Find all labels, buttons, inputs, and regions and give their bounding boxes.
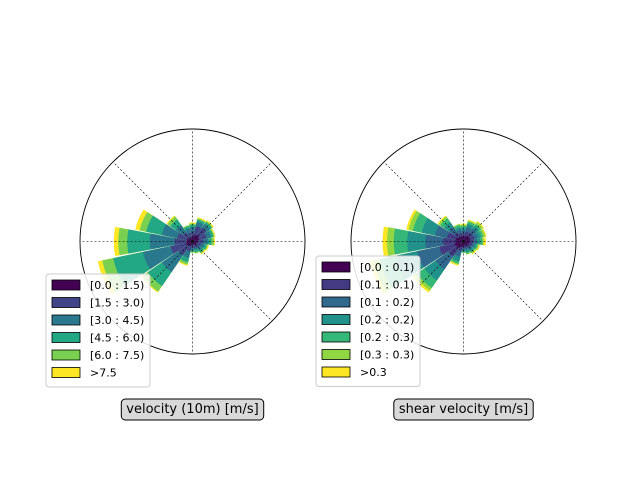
legend-label: [0.1 : 0.2) (360, 296, 414, 309)
legend-label: >0.3 (360, 366, 387, 379)
bar-dir-0-bin-0 (462, 237, 465, 242)
legend-swatch (51, 279, 81, 291)
legend-swatch (51, 297, 81, 308)
bar-dir-247.5-bin-0 (454, 241, 464, 247)
bar-dir-270-bin-1 (443, 237, 464, 246)
bar-dir-247.5-bin-0 (185, 241, 193, 246)
legend-label: [0.1 : 0.1) (360, 279, 414, 292)
legend-label: [3.0 : 4.5) (90, 314, 144, 327)
grid-spoke-135 (463, 241, 544, 322)
grid-spoke-45 (192, 161, 273, 242)
bar-dir-112.5-bin-0 (192, 241, 197, 244)
legend-swatch (321, 296, 351, 308)
bar-dir-0-bin-0 (191, 237, 194, 242)
bar-dir-292.5-bin-0 (186, 238, 193, 242)
legend-swatch (51, 367, 81, 378)
legend-swatch (51, 314, 81, 326)
legend-swatch (321, 349, 351, 360)
bar-dir-292.5-bin-0 (455, 237, 464, 242)
grid-spoke-45 (463, 161, 544, 242)
bar-dir-337.5-bin-0 (190, 237, 193, 242)
grid-spoke-135 (192, 241, 273, 322)
chart-title-box (393, 398, 534, 421)
bar-dir-22.5-bin-0 (192, 234, 197, 242)
chart-title-text: shear velocity [m/s] (399, 402, 528, 417)
legend-label: [0.2 : 0.2) (360, 314, 414, 327)
chart-title-box (120, 398, 265, 421)
legend-label: [0.3 : 0.3) (360, 349, 414, 362)
bar-dir-90-bin-0 (192, 240, 199, 243)
windrose-panel-1: [0.0 : 1.5) [1.5 : 3.0) [3.0 : 4.5) [4.5 : … (45, 128, 306, 421)
chart-title-text: velocity (10m) [m/s] (126, 402, 258, 417)
legend-swatch (51, 332, 81, 343)
bar-dir-22.5-bin-0 (463, 235, 467, 242)
legend-swatch (321, 366, 351, 378)
chart-title: velocity (10m) [m/s] (120, 398, 265, 421)
bar-dir-112.5-bin-0 (463, 241, 470, 245)
legend-label: [0.2 : 0.3) (360, 331, 414, 344)
bar-dir-202.5-bin-0 (190, 241, 193, 246)
bar-dir-67.5-bin-0 (192, 237, 200, 242)
bar-dir-337.5-bin-0 (460, 235, 464, 242)
legend-swatch (321, 314, 351, 325)
legend-label: [0.0 : 1.5) (90, 279, 144, 292)
legend-label: [4.5 : 6.0) (90, 332, 144, 345)
grid-spoke-315 (112, 161, 193, 242)
legend-swatch (51, 349, 81, 361)
legend-label: [0.0 : 0.1) (360, 261, 414, 274)
legend-swatch (321, 331, 351, 343)
bar-dir-202.5-bin-0 (460, 241, 464, 248)
legend: [0.0 : 0.1) [0.1 : 0.1) [0.1 : 0.2) [0.2 : … (315, 255, 421, 387)
legend-label: [6.0 : 7.5) (90, 349, 144, 362)
legend: [0.0 : 1.5) [1.5 : 3.0) [3.0 : 4.5) [4.5 : … (45, 273, 151, 388)
bar-dir-157.5-bin-0 (463, 241, 466, 246)
legend-swatch (321, 279, 351, 290)
chart-title: shear velocity [m/s] (393, 398, 534, 421)
bar-dir-67.5-bin-0 (463, 237, 471, 242)
bar-dir-270-bin-0 (455, 240, 464, 243)
bar-dir-90-bin-0 (463, 240, 471, 243)
bar-dir-180-bin-0 (462, 241, 465, 246)
windrose-panel-2: [0.0 : 0.1) [0.1 : 0.1) [0.1 : 0.2) [0.2 : … (315, 128, 577, 421)
legend-label: >7.5 (90, 367, 117, 380)
legend-swatch (321, 261, 351, 273)
legend-label: [1.5 : 3.0) (90, 297, 144, 310)
bar-dir-270-bin-0 (186, 240, 193, 243)
grid-spoke-315 (383, 161, 464, 242)
